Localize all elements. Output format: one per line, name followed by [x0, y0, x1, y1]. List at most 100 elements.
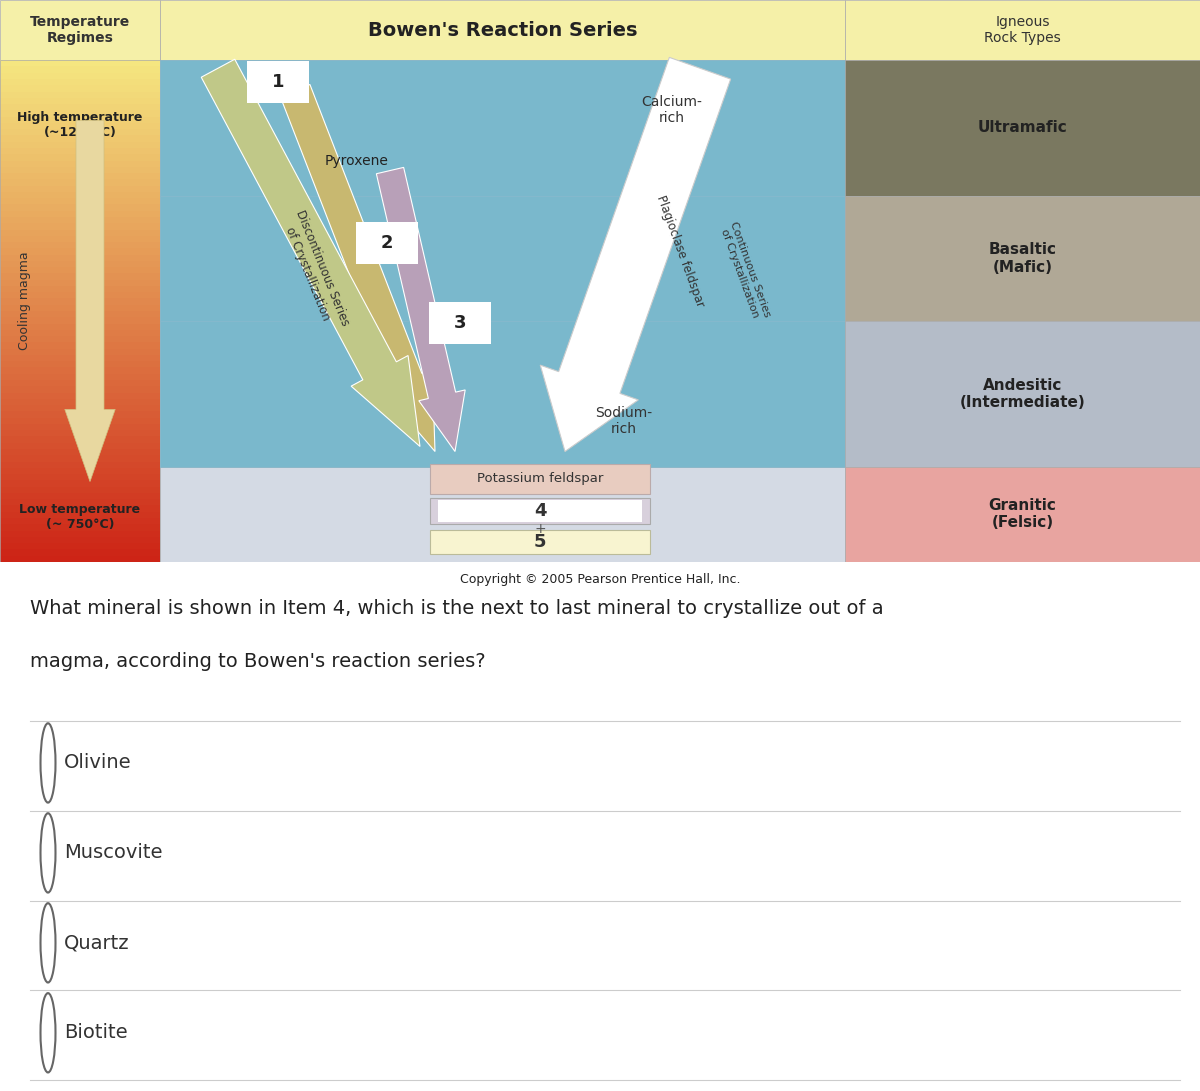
Text: Ultramafic: Ultramafic: [978, 120, 1067, 135]
Bar: [430, 530, 650, 554]
Bar: [0, 242, 160, 249]
Bar: [0, 468, 160, 475]
Text: High temperature
(~1200°C): High temperature (~1200°C): [17, 111, 143, 140]
Bar: [0, 117, 160, 123]
Text: 5: 5: [534, 532, 546, 551]
Bar: [0, 135, 160, 142]
Bar: [0, 343, 160, 349]
Bar: [0, 512, 160, 518]
Bar: [0, 525, 160, 530]
Text: Biotite: Biotite: [64, 1023, 127, 1042]
Text: Bowen's Reaction Series: Bowen's Reaction Series: [367, 21, 637, 39]
Bar: [0, 380, 160, 386]
Polygon shape: [65, 120, 115, 481]
Bar: [0, 179, 160, 185]
Bar: [430, 497, 650, 524]
Bar: [0, 430, 160, 436]
Bar: [0, 418, 160, 424]
Bar: [0, 424, 160, 430]
Bar: [0, 461, 160, 468]
Bar: [0, 543, 160, 550]
Bar: [160, 321, 845, 467]
Text: magma, according to Bowen's reaction series?: magma, according to Bowen's reaction ser…: [30, 651, 486, 671]
Text: Quartz: Quartz: [64, 933, 130, 952]
Bar: [430, 464, 650, 493]
Bar: [0, 224, 160, 229]
Text: +: +: [534, 521, 546, 536]
Bar: [0, 110, 160, 117]
Bar: [160, 60, 845, 467]
FancyBboxPatch shape: [356, 221, 418, 264]
Bar: [0, 374, 160, 380]
Bar: [0, 505, 160, 512]
Bar: [0, 475, 160, 480]
Bar: [0, 173, 160, 179]
Bar: [0, 154, 160, 160]
Bar: [0, 217, 160, 224]
Text: 3: 3: [454, 314, 467, 332]
Text: Low temperature
(~ 750°C): Low temperature (~ 750°C): [19, 503, 140, 530]
Polygon shape: [377, 167, 466, 452]
Text: Pyroxene: Pyroxene: [325, 154, 389, 168]
Text: Cooling magma: Cooling magma: [18, 252, 31, 350]
Bar: [0, 73, 160, 79]
Bar: [0, 550, 160, 555]
Bar: [0, 449, 160, 455]
Bar: [0, 355, 160, 361]
Polygon shape: [540, 58, 731, 452]
Bar: [0, 443, 160, 449]
Bar: [160, 195, 845, 321]
Text: 1: 1: [271, 73, 284, 92]
Bar: [0, 148, 160, 154]
Bar: [0, 192, 160, 199]
Bar: [0, 386, 160, 393]
Bar: [0, 500, 160, 505]
Bar: [0, 292, 160, 299]
Text: Basaltic
(Mafic): Basaltic (Mafic): [989, 242, 1056, 275]
Text: Sodium-
rich: Sodium- rich: [595, 406, 652, 436]
Bar: [0, 199, 160, 204]
FancyBboxPatch shape: [430, 302, 491, 344]
Bar: [0, 229, 160, 236]
Polygon shape: [280, 84, 436, 452]
Text: Potassium feldspar: Potassium feldspar: [476, 472, 604, 485]
Text: What mineral is shown in Item 4, which is the next to last mineral to crystalliz: What mineral is shown in Item 4, which i…: [30, 599, 883, 618]
Bar: [0, 317, 160, 324]
Bar: [0, 324, 160, 329]
Bar: [0, 254, 160, 261]
Bar: [0, 311, 160, 317]
Bar: [0, 493, 160, 500]
Bar: [0, 436, 160, 443]
Bar: [0, 267, 160, 274]
Text: Olivine: Olivine: [64, 754, 132, 772]
Bar: [0, 555, 160, 562]
Bar: [160, 467, 845, 562]
Bar: [0, 236, 160, 242]
Text: Calcium-
rich: Calcium- rich: [642, 95, 702, 125]
Bar: [0, 123, 160, 129]
Bar: [0, 167, 160, 173]
Bar: [0, 530, 160, 537]
Bar: [0, 405, 160, 411]
Bar: [0, 487, 160, 493]
Bar: [0, 537, 160, 543]
Text: Discontinuous Series
of Crystallization: Discontinuous Series of Crystallization: [278, 208, 352, 334]
Bar: [0, 368, 160, 374]
Bar: [0, 480, 160, 487]
Text: Plagioclase feldspar: Plagioclase feldspar: [654, 193, 707, 309]
Bar: [0, 129, 160, 135]
Bar: [0, 349, 160, 355]
Bar: [0, 185, 160, 192]
Bar: [0, 85, 160, 92]
Bar: [845, 467, 1200, 562]
Bar: [0, 304, 160, 311]
Bar: [0, 455, 160, 461]
Text: Andesitic
(Intermediate): Andesitic (Intermediate): [960, 377, 1085, 410]
Bar: [0, 336, 160, 343]
Text: Granitic
(Felsic): Granitic (Felsic): [989, 497, 1056, 530]
Bar: [0, 249, 160, 254]
Bar: [845, 195, 1200, 321]
Bar: [0, 299, 160, 304]
Bar: [0, 142, 160, 148]
Text: Muscovite: Muscovite: [64, 843, 162, 862]
